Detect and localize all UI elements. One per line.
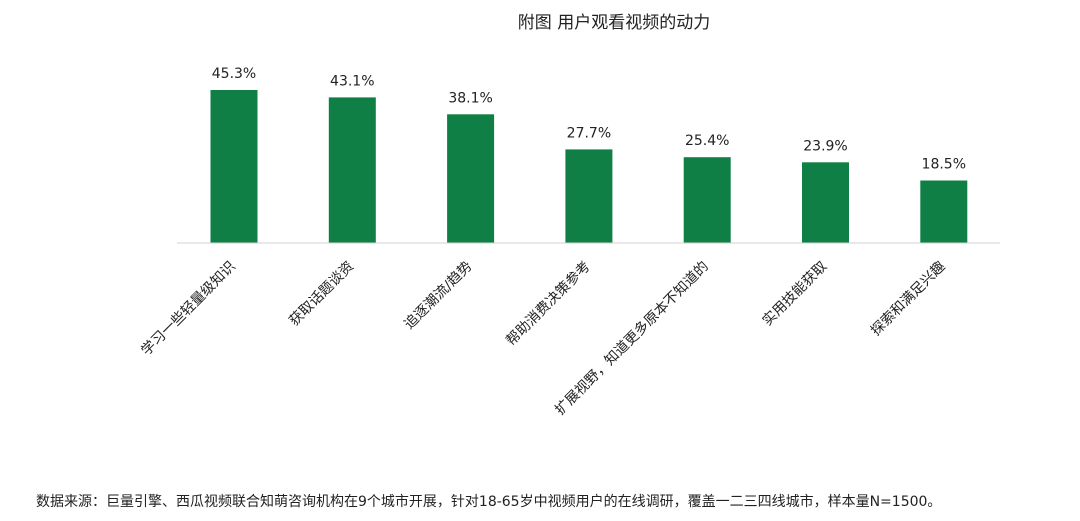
bar (328, 97, 376, 244)
bar (210, 90, 258, 243)
chart-title: 附图 用户观看视频的动力 (518, 13, 710, 33)
category-label: 探索和满足兴趣 (867, 258, 948, 339)
category-label: 获取话题谈资 (286, 259, 357, 330)
bar-value-label: 23.9% (803, 138, 847, 154)
bar (920, 180, 968, 243)
bar (683, 157, 731, 243)
category-label: 实用技能获取 (760, 259, 831, 330)
category-labels: 学习一些轻量级知识 获取话题谈资 追逐潮流/趋势 帮助消费决策参考扩展视野，知道更多原… (138, 258, 949, 419)
bar-value-label: 43.1% (330, 73, 374, 89)
category-label: 追逐潮流/趋势 (401, 259, 475, 333)
category-label: 学习一些轻量级知识 (138, 258, 239, 359)
bar-value-label: 27.7% (567, 125, 611, 141)
bar (802, 162, 849, 243)
bar-value-label: 38.1% (448, 90, 492, 106)
bar (565, 149, 613, 243)
source-note: 数据来源：巨量引擎、西瓜视频联合知萌咨询机构在9个城市开展，针对18-65岁中视… (36, 493, 941, 510)
bar (447, 114, 495, 243)
bar-value-label: 18.5% (922, 157, 966, 173)
category-label: 帮助消费决策参考 (503, 258, 594, 349)
bar-value-label: 45.3% (212, 66, 256, 82)
bar-value-label: 25.4% (685, 133, 729, 149)
bar-group: 45.3% 43.1% 38.1% 27.7% 25.4% 23.9% 18.5% (210, 66, 968, 244)
